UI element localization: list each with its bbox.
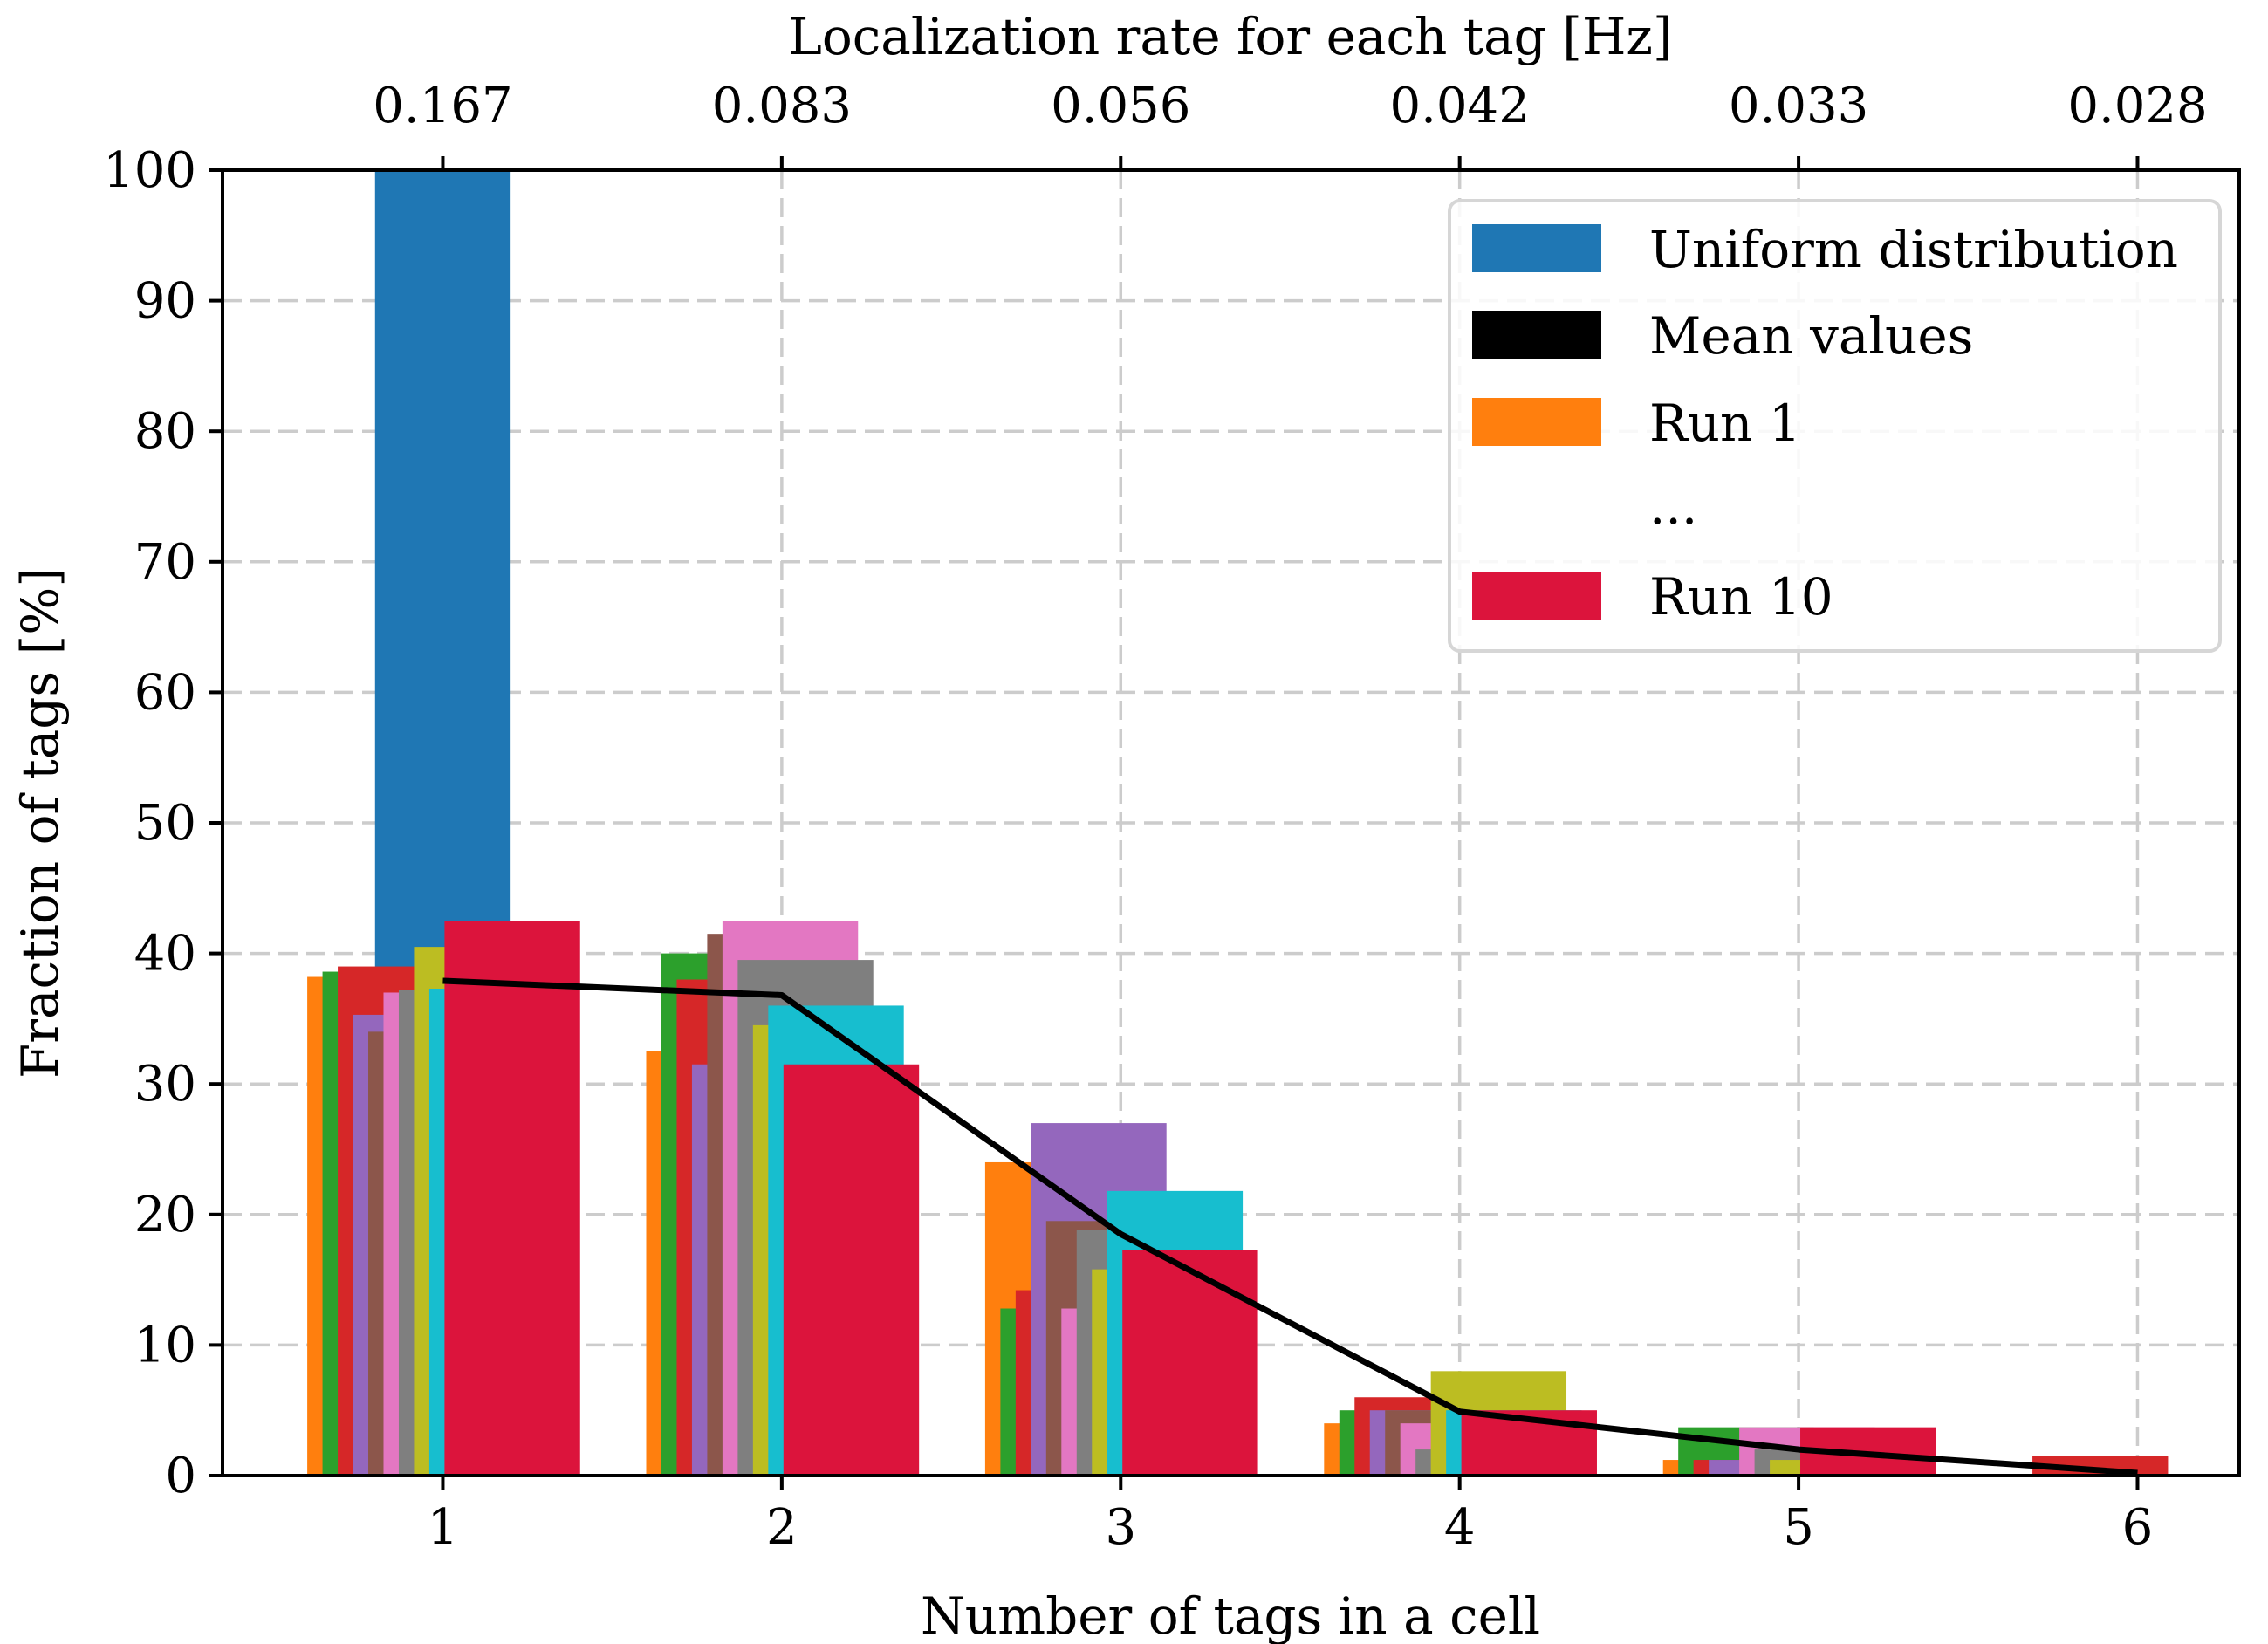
mean-values-line xyxy=(442,977,2138,1476)
x-tick-label-5: 5 xyxy=(1783,1499,1814,1556)
top-tick-label-2: 0.083 xyxy=(712,78,852,134)
x-tick-label-6: 6 xyxy=(2122,1499,2154,1556)
ticks: 1 2 3 4 5 6 0.167 0.083 0.056 0.042 0.033 0.028 0 10 2… xyxy=(103,78,2208,1556)
y-tick-label-60: 60 xyxy=(134,664,196,721)
legend-label-run-1: Run 1 xyxy=(1649,394,1801,453)
legend-swatch-mean xyxy=(1472,311,1601,359)
y-tick-label-100: 100 xyxy=(103,142,196,199)
legend: Uniform distribution Mean values Run 1 .… xyxy=(1448,199,2222,653)
y-tick-label-50: 50 xyxy=(134,795,196,852)
x-tick-label-3: 3 xyxy=(1105,1499,1136,1556)
x-tick-label-2: 2 xyxy=(766,1499,798,1556)
x-tick-label-4: 4 xyxy=(1444,1499,1476,1556)
y-tick-label-80: 80 xyxy=(134,403,196,460)
legend-frame xyxy=(1448,199,2222,653)
y-axis-title: Fraction of tags [%] xyxy=(10,567,70,1079)
legend-swatch-run-1 xyxy=(1472,398,1601,446)
top-tick-label-4: 0.042 xyxy=(1390,78,1530,134)
mean-line-layer xyxy=(442,977,2138,1476)
bars xyxy=(307,170,2169,1476)
top-tick-label-1: 0.167 xyxy=(373,78,512,134)
x-axis-title: Number of tags in a cell xyxy=(921,1586,1540,1644)
legend-label-uniform: Uniform distribution xyxy=(1649,220,2178,279)
legend-label-mean: Mean values xyxy=(1649,306,1973,366)
y-tick-label-30: 30 xyxy=(134,1056,196,1113)
legend-swatch-run-10 xyxy=(1472,572,1601,620)
top-tick-label-5: 0.033 xyxy=(1729,78,1868,134)
top-tick-label-6: 0.028 xyxy=(2067,78,2207,134)
legend-swatch-uniform xyxy=(1472,224,1601,272)
x-tick-label-1: 1 xyxy=(428,1499,459,1556)
run-10-bar-2 xyxy=(783,1064,920,1476)
y-tick-label-20: 20 xyxy=(134,1187,196,1243)
y-tick-label-90: 90 xyxy=(134,273,196,330)
run-10-bar-1 xyxy=(444,921,580,1476)
run-10-bar-3 xyxy=(1122,1250,1258,1476)
top-axis-title: Localization rate for each tag [Hz] xyxy=(788,7,1672,66)
y-tick-label-0: 0 xyxy=(165,1448,196,1504)
legend-label-ellipsis: ... xyxy=(1649,476,1697,536)
legend-label-run-10: Run 10 xyxy=(1649,567,1833,627)
top-tick-label-3: 0.056 xyxy=(1051,78,1190,134)
y-tick-label-40: 40 xyxy=(134,926,196,983)
y-tick-label-10: 10 xyxy=(134,1317,196,1373)
y-tick-label-70: 70 xyxy=(134,534,196,591)
